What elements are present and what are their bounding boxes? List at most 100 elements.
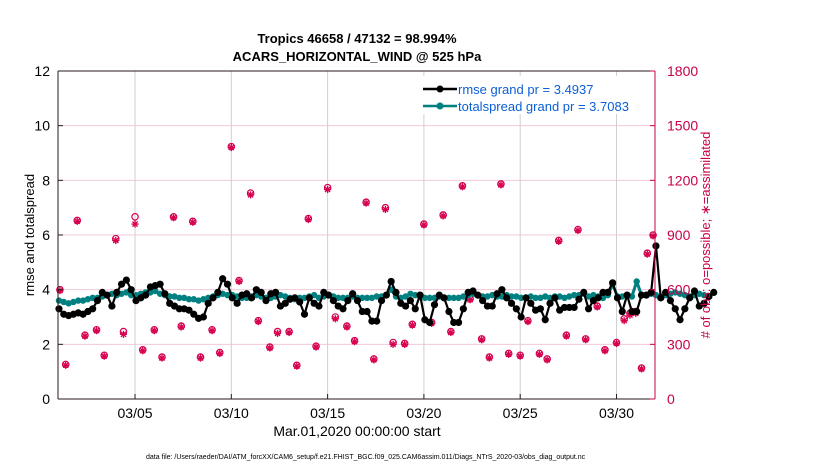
totalspread-point [200,296,207,303]
rmse-point [373,317,381,325]
legend-item-rmse: rmse grand pr = 3.4937 [423,82,594,97]
obs-assimilated-point [516,352,524,360]
asterisk-stroke [343,324,350,331]
x-tick-label: 03/25 [503,405,538,421]
rmse-point [247,294,256,302]
chart-title: Tropics 46658 / 47132 = 98.994% [257,31,457,46]
asterisk-stroke [409,322,416,329]
obs-assimilated-point [620,317,628,325]
totalspread-point [190,296,197,303]
rmse-point [488,302,496,310]
obs-assimilated-point [408,321,416,329]
y2-tick-label: 1200 [667,172,698,188]
rmse-point [55,305,63,313]
obs-assimilated-point [246,191,255,199]
asterisk-stroke [266,344,273,351]
rmse-point [710,288,718,296]
rmse-point [454,318,463,327]
obs-assimilated-point [81,332,89,340]
obs-assimilated-point [555,237,563,245]
obs-assimilated-point [324,185,332,194]
rmse-point [392,288,400,296]
rmse-point [402,302,410,310]
obs-assimilated-point [304,215,312,224]
rmse-point [676,316,684,324]
y-tick-label: 8 [42,172,50,188]
obs-assimilated-point [227,143,235,152]
asterisk-stroke [313,344,320,351]
rmse-point [387,277,395,286]
obs-assimilated-point [420,221,428,229]
obs-assimilated-point [574,226,582,235]
obs-assimilated-point [343,323,351,331]
obs-assimilated-point [92,327,101,335]
asterisk-stroke [536,351,543,358]
rmse-point [541,316,549,324]
obs-assimilated-point [401,340,409,348]
totalspread-point [185,296,193,303]
asterisk-stroke [544,356,551,363]
obs-assimilated-point [189,218,197,226]
rmse-point [93,297,102,305]
y2-tick-label: 300 [667,336,691,352]
asterisk-stroke [613,340,620,347]
rmse-point [522,294,530,302]
y2-tick-label: 0 [667,391,675,407]
asterisk-stroke [93,327,100,334]
obs-assimilated-point [158,354,166,362]
rmse-point [690,287,699,295]
asterisk-stroke [324,186,331,193]
rmse-point [228,294,236,302]
totalspread-point [455,294,462,302]
rmse-point [257,288,265,296]
rmse-point [329,297,337,305]
obs-assimilated-point [381,205,389,214]
rmse-point [305,294,313,302]
asterisk-stroke [563,333,570,340]
rmse-point [411,305,419,313]
rmse-point [507,299,516,307]
asterisk-stroke [459,183,466,190]
asterisk-stroke [139,347,146,354]
asterisk-stroke [132,221,139,228]
asterisk-stroke [574,227,581,234]
totalspread-point [585,293,592,300]
totalspread-point [484,293,491,300]
rmse-point [551,294,559,302]
asterisk-stroke [112,237,119,244]
totalspread-point [402,293,409,300]
rmse-point [652,242,660,250]
rmse-point [122,276,130,284]
x-axis-label: Mar.01,2020 00:00:00 start [273,423,440,439]
asterisk-stroke [486,354,493,362]
rmse-point [459,305,467,313]
y2-tick-label: 1500 [667,118,698,134]
rmse-point [416,291,424,299]
y2-tick-label: 900 [667,227,691,243]
obs-assimilated-point [535,350,544,358]
rmse-point [647,288,655,296]
rmse-point [527,299,535,307]
rmse-point [291,294,299,302]
rmse-point [161,290,169,298]
rmse-point [262,297,270,305]
rmse-point [204,299,212,307]
legend-marker-totalspread [436,102,444,110]
asterisk-stroke [621,317,628,324]
totalspread-point [75,297,82,304]
rmse-point [127,286,135,294]
totalspread-point [55,297,63,304]
rmse-point [315,302,323,310]
asterisk-stroke [497,181,504,188]
obs-assimilated-point [562,332,571,340]
totalspread-point [532,294,539,302]
rmse-point [498,286,506,294]
rmse-point [705,292,713,301]
obs-assimilated-point [312,343,320,351]
rmse-point [671,305,679,313]
obs-assimilated-point [169,214,178,222]
rmse-point [377,297,386,305]
obs-assimilated-point [524,317,532,326]
rmse-point [363,307,371,316]
